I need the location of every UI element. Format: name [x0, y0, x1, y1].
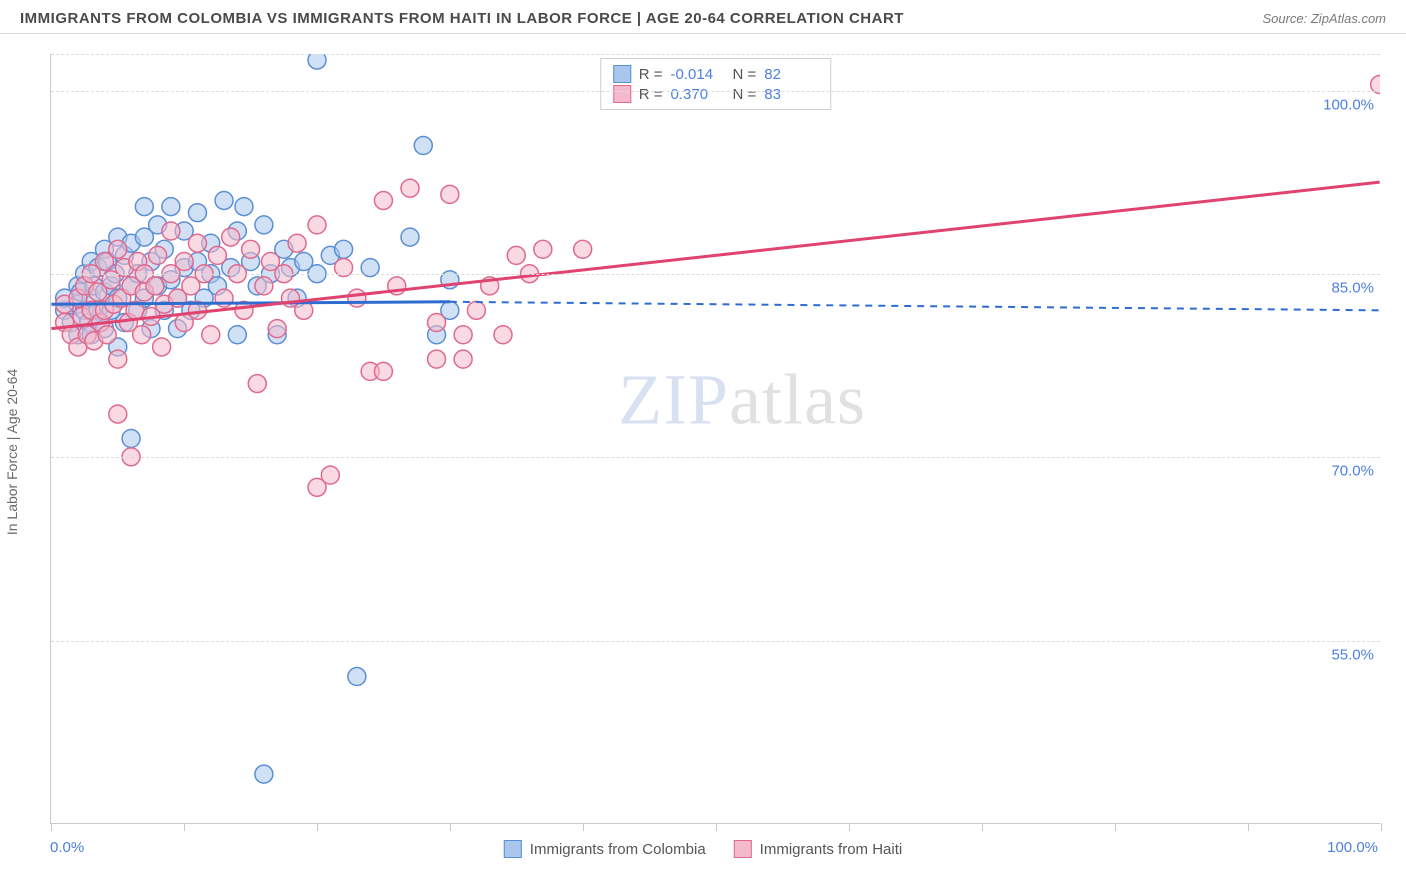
x-tick: [716, 823, 717, 831]
watermark-thin: atlas: [729, 360, 866, 440]
legend-item-colombia: Immigrants from Colombia: [504, 840, 706, 858]
swatch-colombia: [504, 840, 522, 858]
legend-N-haiti: 83: [764, 86, 818, 103]
swatch-haiti: [613, 85, 631, 103]
gridline: [51, 641, 1380, 642]
gridline: [51, 54, 1380, 55]
legend-row-colombia: R = -0.014 N = 82: [613, 65, 819, 83]
y-tick-label: 70.0%: [1331, 463, 1374, 480]
chart-source: Source: ZipAtlas.com: [1262, 11, 1386, 26]
gridline: [51, 274, 1380, 275]
x-tick: [583, 823, 584, 831]
swatch-haiti: [734, 840, 752, 858]
x-tick: [1115, 823, 1116, 831]
chart-header: IMMIGRANTS FROM COLOMBIA VS IMMIGRANTS F…: [0, 0, 1406, 34]
y-tick-label: 100.0%: [1323, 96, 1374, 113]
x-tick: [184, 823, 185, 831]
x-tick: [982, 823, 983, 831]
y-tick-label: 55.0%: [1331, 646, 1374, 663]
x-tick: [849, 823, 850, 831]
y-tick-label: 85.0%: [1331, 280, 1374, 297]
legend-R-label: R =: [639, 66, 663, 83]
swatch-colombia: [613, 65, 631, 83]
x-tick: [1248, 823, 1249, 831]
series-legend: Immigrants from Colombia Immigrants from…: [504, 840, 902, 858]
legend-R-colombia: -0.014: [671, 66, 725, 83]
plot-region: ZIPatlas R = -0.014 N = 82 R = 0.370 N =…: [50, 54, 1380, 824]
scatter-svg: [51, 54, 1380, 823]
x-tick: [317, 823, 318, 831]
legend-N-colombia: 82: [764, 66, 818, 83]
legend-R-label: R =: [639, 86, 663, 103]
legend-N-label: N =: [733, 66, 757, 83]
legend-label-haiti: Immigrants from Haiti: [760, 841, 903, 858]
x-axis-max-label: 100.0%: [1327, 839, 1378, 856]
y-axis-title: In Labor Force | Age 20-64: [4, 369, 20, 535]
legend-label-colombia: Immigrants from Colombia: [530, 841, 706, 858]
gridline: [51, 91, 1380, 92]
watermark-bold: ZIP: [618, 360, 729, 440]
x-tick: [51, 823, 52, 831]
gridline: [51, 457, 1380, 458]
x-tick: [1381, 823, 1382, 831]
x-axis-min-label: 0.0%: [50, 839, 84, 856]
watermark: ZIPatlas: [618, 359, 866, 442]
legend-R-haiti: 0.370: [671, 86, 725, 103]
correlation-legend: R = -0.014 N = 82 R = 0.370 N = 83: [600, 58, 832, 110]
x-tick: [450, 823, 451, 831]
legend-row-haiti: R = 0.370 N = 83: [613, 85, 819, 103]
legend-N-label: N =: [733, 86, 757, 103]
chart-area: In Labor Force | Age 20-64 ZIPatlas R = …: [0, 34, 1406, 854]
chart-title: IMMIGRANTS FROM COLOMBIA VS IMMIGRANTS F…: [20, 10, 904, 27]
legend-item-haiti: Immigrants from Haiti: [734, 840, 903, 858]
